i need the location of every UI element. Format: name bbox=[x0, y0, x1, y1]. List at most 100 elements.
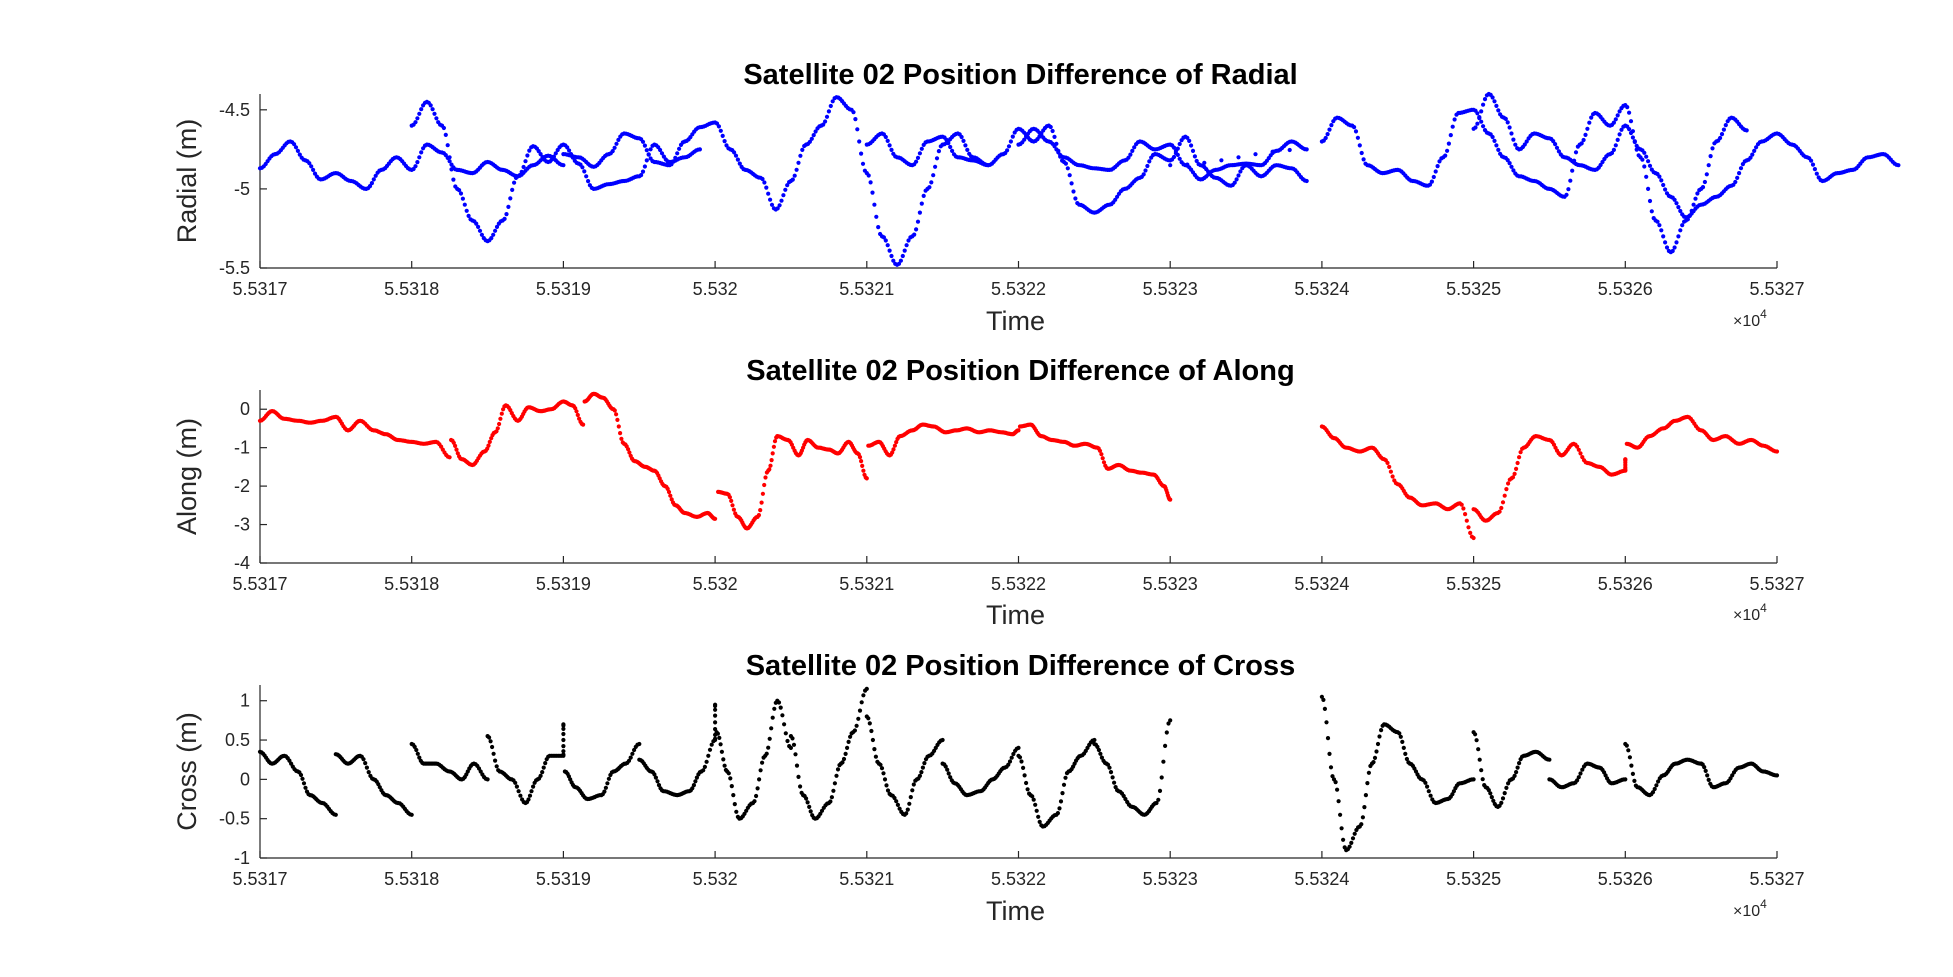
data-point bbox=[1664, 245, 1670, 250]
data-point bbox=[735, 157, 741, 162]
data-point bbox=[1352, 125, 1357, 130]
data-point bbox=[1624, 743, 1629, 748]
data-point bbox=[1110, 775, 1115, 780]
data-point bbox=[292, 142, 297, 147]
data-point bbox=[1048, 124, 1053, 130]
data-point bbox=[1615, 113, 1620, 118]
data-point bbox=[1663, 187, 1668, 192]
data-point bbox=[1143, 168, 1148, 173]
data-point bbox=[491, 751, 496, 756]
data-point bbox=[1190, 148, 1196, 153]
data-point bbox=[1057, 806, 1062, 811]
data-point bbox=[525, 153, 530, 158]
data-point bbox=[1481, 124, 1486, 129]
data-point bbox=[1476, 747, 1481, 752]
data-point bbox=[1704, 172, 1709, 177]
data-point bbox=[1019, 759, 1024, 764]
x-tick-label: 5.5326 bbox=[1598, 869, 1653, 889]
data-point bbox=[1496, 108, 1501, 113]
data-point bbox=[514, 784, 520, 789]
data-point bbox=[1706, 163, 1711, 168]
x-tick-label: 5.5318 bbox=[384, 279, 439, 299]
data-point bbox=[1514, 466, 1519, 471]
data-point bbox=[293, 145, 299, 150]
data-point bbox=[1030, 794, 1035, 799]
data-point bbox=[769, 202, 775, 207]
data-point bbox=[1161, 759, 1166, 764]
data-point bbox=[1628, 130, 1634, 136]
data-point bbox=[561, 737, 566, 743]
data-point bbox=[1333, 780, 1338, 785]
data-point bbox=[933, 164, 938, 169]
data-point bbox=[828, 103, 833, 109]
x-tick-label: 5.5327 bbox=[1749, 279, 1804, 299]
data-point bbox=[1157, 788, 1163, 794]
data-point bbox=[897, 806, 902, 811]
data-point bbox=[1055, 811, 1060, 816]
data-point bbox=[1489, 795, 1494, 800]
data-point bbox=[948, 144, 953, 150]
data-point bbox=[1619, 127, 1624, 132]
data-point bbox=[486, 443, 491, 448]
data-point bbox=[843, 751, 848, 757]
data-point bbox=[756, 513, 762, 518]
data-point bbox=[704, 759, 709, 764]
data-point bbox=[1752, 148, 1757, 153]
data-point bbox=[1168, 718, 1173, 723]
subplot-1: 5.5317 5.5318 5.5319 5.532 5.5321 5.5322 5.532… bbox=[172, 59, 1901, 336]
data-point bbox=[834, 773, 839, 778]
data-point bbox=[1503, 116, 1508, 121]
data-point bbox=[1011, 751, 1016, 757]
data-point bbox=[798, 784, 803, 789]
data-point bbox=[1814, 171, 1819, 176]
data-point bbox=[892, 795, 897, 801]
data-point bbox=[1404, 756, 1409, 762]
data-point bbox=[1693, 196, 1698, 201]
data-point bbox=[706, 753, 711, 758]
data-point bbox=[655, 779, 660, 784]
x-tick-label: 5.5321 bbox=[839, 869, 894, 889]
data-point bbox=[1504, 785, 1509, 791]
data-point bbox=[857, 139, 862, 144]
data-point bbox=[417, 111, 422, 116]
data-point bbox=[628, 755, 633, 760]
data-point bbox=[1024, 780, 1029, 786]
data-point bbox=[1388, 469, 1393, 474]
data-point bbox=[697, 147, 703, 152]
data-point bbox=[612, 145, 617, 150]
data-point bbox=[1695, 191, 1700, 196]
data-point bbox=[309, 164, 314, 169]
data-point bbox=[1809, 158, 1814, 163]
data-point bbox=[614, 141, 619, 146]
data-point bbox=[1071, 189, 1076, 194]
data-point bbox=[889, 147, 894, 152]
data-point bbox=[301, 781, 307, 786]
data-point bbox=[783, 187, 788, 192]
data-point bbox=[1463, 511, 1468, 517]
data-point bbox=[1632, 139, 1637, 145]
data-point bbox=[1327, 127, 1332, 132]
data-point bbox=[1339, 826, 1344, 831]
data-point bbox=[874, 214, 879, 219]
data-point bbox=[1429, 179, 1434, 184]
data-point bbox=[889, 253, 894, 259]
data-point bbox=[582, 169, 587, 174]
data-point bbox=[367, 184, 373, 189]
x-tick-label: 5.5317 bbox=[232, 574, 287, 594]
data-point bbox=[506, 204, 511, 209]
data-point bbox=[413, 164, 418, 169]
data-point bbox=[1504, 487, 1509, 492]
data-point bbox=[792, 173, 797, 178]
data-point bbox=[1627, 110, 1632, 115]
data-point bbox=[1464, 518, 1469, 523]
data-point bbox=[502, 216, 507, 221]
data-point bbox=[785, 738, 790, 744]
data-point bbox=[1435, 164, 1440, 169]
x-tick-label: 5.5324 bbox=[1294, 279, 1349, 299]
data-point bbox=[1517, 761, 1522, 766]
data-point bbox=[1427, 182, 1433, 187]
data-point bbox=[1325, 132, 1330, 137]
data-point bbox=[366, 770, 371, 775]
y-tick-label: -4.5 bbox=[219, 100, 250, 120]
data-point bbox=[1659, 178, 1664, 183]
